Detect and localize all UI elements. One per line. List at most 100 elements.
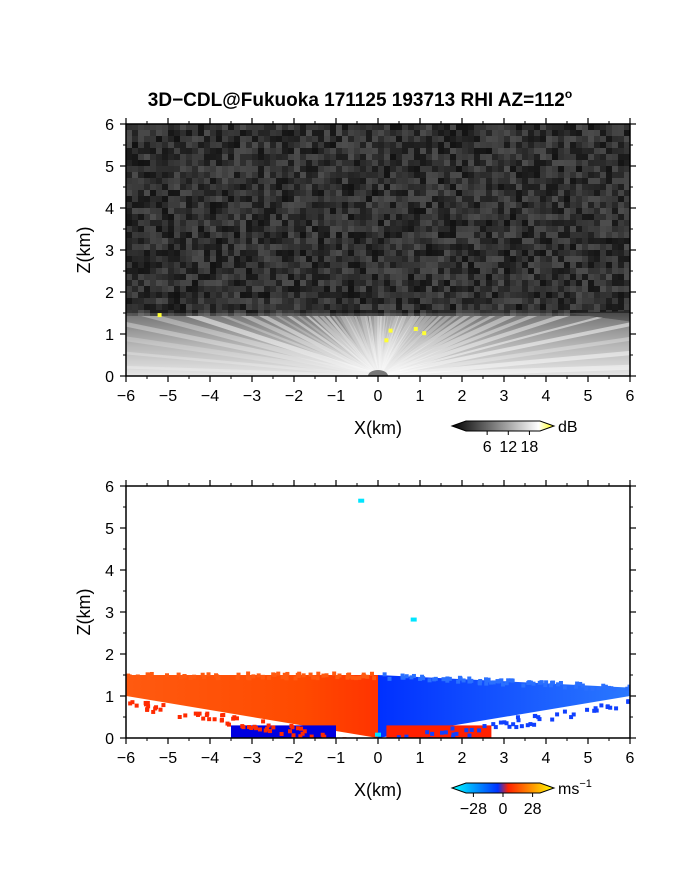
noise-cell [156,172,162,178]
noise-cell [360,160,366,166]
noise-cell [414,208,420,214]
noise-cell [504,190,510,196]
noise-cell [234,178,240,184]
noise-cell [516,124,522,130]
noise-cell [198,178,204,184]
noise-cell [618,154,624,160]
noise-cell [390,136,396,142]
noise-cell [432,142,438,148]
noise-cell [276,166,282,172]
noise-cell [174,202,180,208]
noise-cell [402,142,408,148]
noise-cell [198,172,204,178]
noise-cell [444,166,450,172]
noise-cell [510,184,516,190]
noise-cell [246,202,252,208]
noise-cell [576,214,582,220]
noise-cell [516,154,522,160]
noise-cell [510,178,516,184]
noise-cell [504,142,510,148]
noise-cell [204,172,210,178]
noise-cell [216,214,222,220]
noise-cell [204,190,210,196]
noise-cell [492,196,498,202]
noise-cell [132,148,138,154]
noise-cell [300,184,306,190]
noise-cell [348,130,354,136]
noise-cell [540,172,546,178]
noise-cell [138,142,144,148]
noise-cell [198,184,204,190]
noise-cell [318,220,324,226]
noise-cell [582,178,588,184]
noise-cell [612,202,618,208]
noise-cell [162,142,168,148]
noise-cell [312,202,318,208]
noise-cell [516,130,522,136]
noise-cell [228,178,234,184]
noise-cell [402,172,408,178]
noise-cell [552,136,558,142]
noise-cell [378,136,384,142]
noise-cell [480,166,486,172]
noise-cell [330,124,336,130]
noise-cell [378,166,384,172]
noise-cell [558,202,564,208]
noise-cell [312,178,318,184]
noise-cell [144,202,150,208]
noise-cell [474,154,480,160]
noise-cell [624,172,630,178]
noise-cell [288,160,294,166]
noise-cell [456,190,462,196]
noise-cell [198,190,204,196]
noise-cell [528,172,534,178]
noise-cell [456,202,462,208]
noise-cell [162,208,168,214]
noise-cell [570,172,576,178]
noise-cell [180,142,186,148]
noise-cell [450,154,456,160]
noise-cell [132,154,138,160]
noise-cell [156,130,162,136]
noise-cell [312,214,318,220]
noise-cell [240,178,246,184]
noise-cell [444,214,450,220]
noise-cell [318,172,324,178]
noise-cell [234,172,240,178]
noise-cell [432,130,438,136]
noise-cell [270,190,276,196]
noise-cell [312,160,318,166]
noise-cell [216,196,222,202]
noise-cell [474,148,480,154]
noise-cell [540,130,546,136]
noise-cell [156,136,162,142]
noise-cell [468,184,474,190]
noise-cell [180,148,186,154]
noise-cell [144,136,150,142]
noise-cell [438,208,444,214]
noise-cell [378,202,384,208]
noise-cell [498,166,504,172]
noise-cell [402,124,408,130]
noise-cell [318,208,324,214]
noise-cell [234,148,240,154]
noise-cell [534,136,540,142]
noise-cell [132,202,138,208]
noise-cell [606,160,612,166]
noise-cell [138,178,144,184]
noise-cell [204,220,210,226]
noise-cell [216,148,222,154]
noise-cell [372,130,378,136]
noise-cell [264,196,270,202]
noise-cell [126,196,132,202]
noise-cell [540,202,546,208]
noise-cell [288,184,294,190]
noise-cell [144,220,150,226]
noise-cell [510,160,516,166]
noise-cell [468,166,474,172]
noise-cell [450,220,456,226]
noise-cell [546,178,552,184]
noise-cell [150,196,156,202]
noise-cell [138,214,144,220]
noise-cell [204,154,210,160]
